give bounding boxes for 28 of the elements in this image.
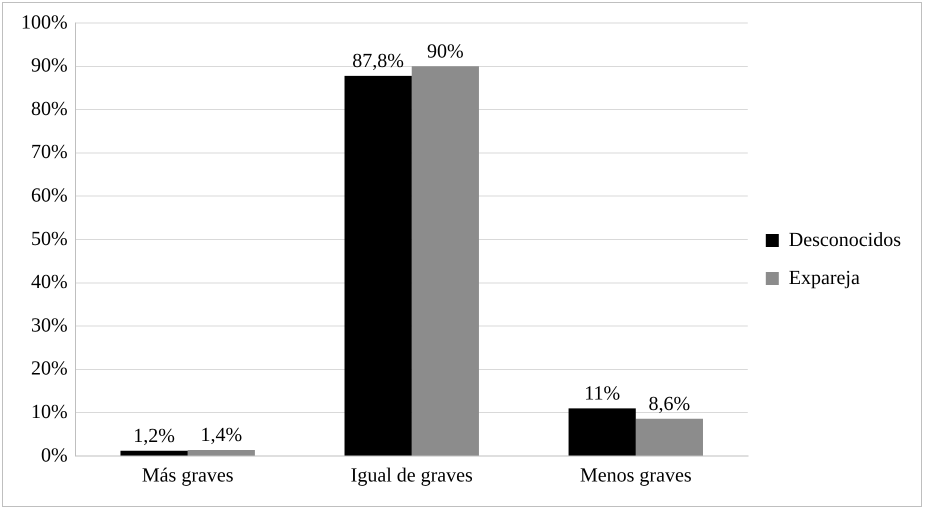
data-label: 1,2% — [133, 425, 175, 448]
y-tick-label: 50% — [30, 228, 68, 250]
data-label: 90% — [427, 40, 464, 63]
y-tick-label: 90% — [30, 54, 68, 77]
y-tick-label: 100% — [20, 11, 68, 34]
bar — [344, 76, 412, 456]
bar — [120, 450, 188, 456]
x-tick-label: Menos graves — [580, 464, 692, 486]
y-tick-label: 70% — [30, 141, 68, 164]
bar — [412, 66, 479, 456]
y-tick-label: 30% — [30, 314, 68, 336]
x-tick-label: Más graves — [142, 464, 234, 486]
y-tick-label: 60% — [30, 184, 68, 206]
y-tick-label: 10% — [30, 400, 68, 423]
bar — [568, 408, 636, 456]
data-label: 1,4% — [200, 424, 242, 446]
x-tick-label: Igual de graves — [350, 464, 474, 486]
bar — [188, 450, 255, 456]
data-label: 11% — [584, 382, 620, 405]
y-tick-label: 20% — [30, 358, 68, 380]
y-tick-label: 40% — [30, 271, 68, 294]
data-label: 87,8% — [352, 50, 404, 72]
bar — [636, 418, 703, 456]
y-tick-label: 0% — [40, 444, 68, 466]
y-tick-label: 80% — [30, 98, 68, 120]
data-label: 8,6% — [648, 393, 690, 416]
legend-label: Desconocidos — [788, 228, 902, 251]
legend-label: Expareja — [788, 266, 860, 289]
